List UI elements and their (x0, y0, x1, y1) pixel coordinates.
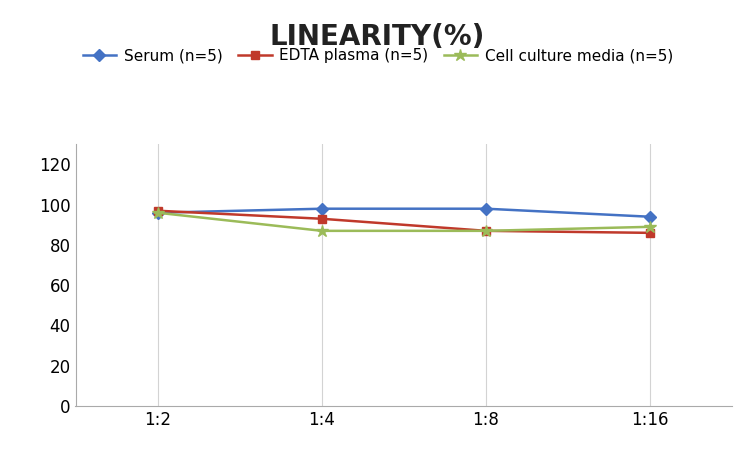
Cell culture media (n=5) (646, 224, 655, 230)
Serum (n=5) (646, 214, 655, 220)
Cell culture media (n=5) (153, 210, 162, 216)
EDTA plasma (n=5) (646, 230, 655, 235)
Text: LINEARITY(%): LINEARITY(%) (270, 23, 485, 51)
EDTA plasma (n=5) (317, 216, 326, 221)
Line: Serum (n=5): Serum (n=5) (153, 205, 655, 221)
Serum (n=5) (153, 210, 162, 216)
Cell culture media (n=5) (317, 228, 326, 234)
Line: Cell culture media (n=5): Cell culture media (n=5) (151, 207, 657, 237)
Line: EDTA plasma (n=5): EDTA plasma (n=5) (153, 207, 655, 237)
EDTA plasma (n=5) (153, 208, 162, 213)
Serum (n=5) (317, 206, 326, 212)
Cell culture media (n=5) (482, 228, 491, 234)
Serum (n=5) (482, 206, 491, 212)
Legend: Serum (n=5), EDTA plasma (n=5), Cell culture media (n=5): Serum (n=5), EDTA plasma (n=5), Cell cul… (76, 42, 680, 69)
EDTA plasma (n=5) (482, 228, 491, 234)
